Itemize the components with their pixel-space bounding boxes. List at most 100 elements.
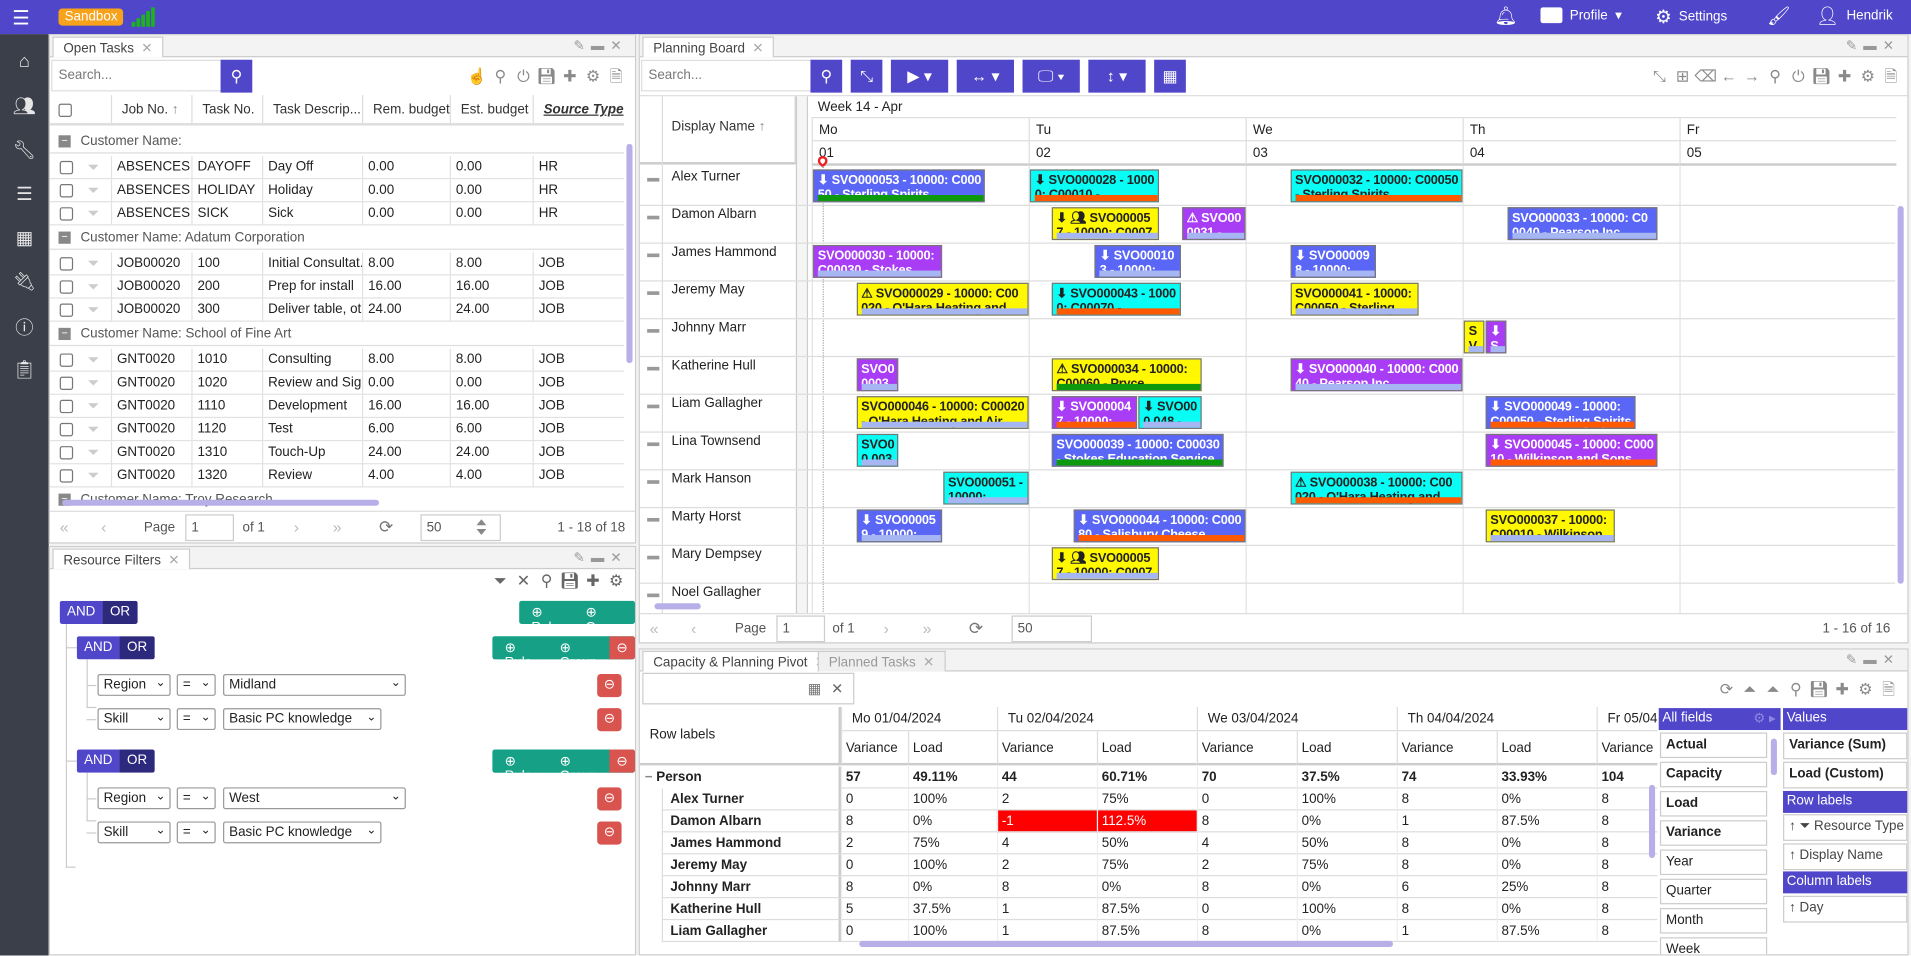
planned-task-event[interactable]: ⬇ SVO000043 - 10000: C00070 - <box>1051 282 1181 316</box>
planned-task-event[interactable]: ⬇ 👥︎ SVO000057 - 10000: C00070 - <box>1051 547 1159 581</box>
gear-icon[interactable]: ⚙ <box>1858 680 1873 699</box>
value-select[interactable]: West ⌄ <box>223 787 406 810</box>
value-field[interactable]: Load (Custom) <box>1783 761 1908 789</box>
resource-name[interactable]: Liam Gallagher <box>671 396 763 411</box>
measure-header[interactable]: Variance <box>1396 731 1497 766</box>
pivot-row-label[interactable]: Jeremy May <box>661 854 841 877</box>
filter-icon[interactable]: ⏷ <box>493 571 507 590</box>
theme-brush-icon[interactable]: 🖌︎ <box>1767 6 1791 27</box>
field-select[interactable]: Region ⌄ <box>97 673 171 696</box>
page-size-spinner-icon[interactable] <box>476 519 487 536</box>
sliders-icon[interactable]: ☰ <box>16 184 33 205</box>
row-field[interactable]: ↑ Display Name <box>1783 843 1908 871</box>
or-button[interactable]: OR <box>102 600 138 624</box>
and-button[interactable]: AND <box>59 600 103 624</box>
planned-task-event[interactable]: ⚠ SVO000038 - 10000: C00020 - O'Hara Hea… <box>1290 471 1463 505</box>
gear-icon[interactable]: ⚙ <box>585 67 601 86</box>
column-header-task-no-[interactable]: Task No. <box>191 95 262 126</box>
row-drag-handle[interactable] <box>647 517 660 522</box>
group-row[interactable]: −Customer Name: Troy Research <box>50 488 624 510</box>
pivot-row-label[interactable]: Alex Turner <box>661 788 841 811</box>
next-page-button[interactable]: › <box>883 619 889 638</box>
page-size-input[interactable]: 50 <box>1011 615 1092 643</box>
drag-filter-icon[interactable]: ⏷ <box>87 420 100 438</box>
tab-planning-board[interactable]: Planning Board ✕ <box>642 36 775 58</box>
field-item[interactable]: Quarter <box>1659 878 1768 905</box>
row-drag-handle[interactable] <box>647 177 660 182</box>
row-checkbox[interactable] <box>59 376 74 390</box>
resource-name[interactable]: James Hammond <box>671 244 777 260</box>
group-row[interactable]: − Customer Name: School of Fine Art <box>49 322 624 347</box>
gear-icon[interactable]: ⚙ <box>608 571 624 590</box>
drag-filter-icon[interactable]: ⏷ <box>87 277 100 295</box>
row-drag-handle[interactable] <box>647 442 660 447</box>
select-all-checkbox[interactable] <box>58 103 72 117</box>
row-checkbox[interactable] <box>59 184 74 198</box>
operator-select[interactable]: = ⌄ <box>176 673 216 696</box>
splitter[interactable] <box>795 96 809 614</box>
tab-planned-tasks[interactable]: Planned Tasks ✕ <box>817 650 946 672</box>
tab-open-tasks[interactable]: Open Tasks ✕ <box>52 36 164 58</box>
tab-capacity-pivot[interactable]: Capacity & Planning Pivot✕ <box>642 650 838 672</box>
row-drag-handle[interactable] <box>647 555 660 560</box>
delete-group-button[interactable]: ⊖ <box>609 749 635 773</box>
date-column-header[interactable]: We 03/04/2024 <box>1196 706 1397 732</box>
collapse-icon[interactable]: ⤡ <box>1652 67 1666 86</box>
and-button[interactable]: AND <box>76 749 120 773</box>
profile-menu[interactable]: Profile ▾ <box>1540 7 1622 24</box>
resource-name[interactable]: Katherine Hull <box>671 358 756 373</box>
horizontal-zoom-dropdown-button[interactable]: ↔ ▾ <box>956 59 1014 93</box>
search-button[interactable]: ⚲ <box>220 59 253 93</box>
settings-menu[interactable]: ⚙ Settings <box>1655 6 1727 28</box>
search-icon[interactable]: ⚲ <box>540 571 553 590</box>
drag-filter-icon[interactable]: ⏷ <box>87 254 100 272</box>
search-button[interactable]: ⚲ <box>810 59 843 93</box>
drag-filter-icon[interactable]: ⏷ <box>87 466 100 484</box>
resource-name[interactable]: Damon Albarn <box>671 207 757 222</box>
drag-filter-icon[interactable]: ⏷ <box>87 204 100 222</box>
column-header-source-type[interactable]: Source Type <box>532 95 624 126</box>
group-row[interactable]: − Customer Name: <box>49 129 624 154</box>
clear-icon[interactable]: ✕ <box>831 680 844 698</box>
close-tab-icon[interactable]: ✕ <box>141 41 153 57</box>
delete-rule-button[interactable]: ⊖ <box>597 787 622 811</box>
planned-task-event[interactable]: ⬇ SVO000059 - 10000: <box>856 509 942 543</box>
value-select[interactable]: Basic PC knowledge ⌄ <box>223 708 382 731</box>
planned-task-event[interactable]: ⬇ SVO000098 - 10000: <box>1290 244 1376 278</box>
planned-task-event[interactable]: SVO000046 - 10000: C00020 - O'Hara Heati… <box>856 396 1029 429</box>
column-header-rem-budget[interactable]: Rem. budget <box>361 95 450 126</box>
arrow-left-icon[interactable]: ← <box>1720 67 1737 86</box>
or-button[interactable]: OR <box>119 636 155 660</box>
collapse-all-icon[interactable]: ⏶ <box>1766 680 1780 699</box>
or-button[interactable]: OR <box>119 749 155 773</box>
row-checkbox[interactable] <box>59 257 74 271</box>
collapse-group-icon[interactable]: − <box>58 231 71 244</box>
field-item[interactable]: Variance <box>1659 820 1768 846</box>
column-header-est-budget[interactable]: Est. budget <box>449 95 533 126</box>
measure-header[interactable]: Load <box>1096 731 1197 766</box>
plus-icon[interactable]: ✚ <box>1837 67 1852 86</box>
planned-task-event[interactable]: ⬇ SVO000103 - 10000: <box>1094 244 1181 278</box>
field-item[interactable]: Actual <box>1659 732 1768 759</box>
pivot-row-label[interactable]: Katherine Hull <box>661 898 841 921</box>
first-page-button[interactable]: « <box>649 619 659 638</box>
vertical-scrollbar[interactable] <box>1897 205 1904 584</box>
planned-task-event[interactable]: SVO000041 - 10000: C00050 - Sterling <box>1290 282 1420 316</box>
row-checkbox[interactable] <box>59 303 74 317</box>
sort-asc-icon[interactable]: ↑ <box>754 119 766 135</box>
field-select[interactable]: Skill ⌄ <box>97 708 171 731</box>
open-tasks-search-input[interactable]: Search... <box>51 59 222 92</box>
vertical-scrollbar[interactable] <box>626 143 633 364</box>
table-row[interactable]: ⏷ ABSENCES HOLIDAY Holiday 0.00 0.00 HR <box>49 179 624 203</box>
resource-name[interactable]: Jeremy May <box>671 282 745 298</box>
measure-header[interactable]: Load <box>1296 731 1397 766</box>
date-column-header[interactable]: Tu 02/04/2024 <box>996 706 1197 732</box>
fields-scrollbar[interactable] <box>1770 738 1777 776</box>
save-icon[interactable]: 💾︎ <box>536 67 557 86</box>
resource-name[interactable]: Mary Dempsey <box>671 547 762 562</box>
row-drag-handle[interactable] <box>647 253 660 258</box>
info-icon[interactable]: ⓘ <box>15 318 34 339</box>
planned-task-event[interactable]: SVO000051 - 10000: <box>943 471 1029 505</box>
